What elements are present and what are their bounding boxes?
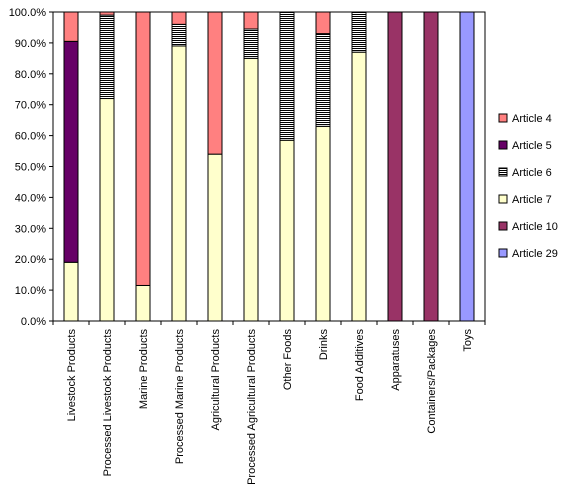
bar-segment bbox=[99, 98, 115, 322]
bar-segment bbox=[243, 57, 259, 322]
bar-segment bbox=[135, 11, 151, 286]
bar-segment bbox=[171, 11, 187, 25]
bar-segment bbox=[207, 11, 223, 155]
bar-segment bbox=[315, 125, 331, 322]
y-tick-label: 70.0% bbox=[15, 100, 46, 112]
y-tick-label: 0.0% bbox=[21, 316, 46, 328]
x-category-label: Food Additives bbox=[354, 329, 366, 402]
x-category-label: Processed Agricultural Products bbox=[246, 329, 258, 485]
legend-label: Article 4 bbox=[512, 113, 552, 125]
bar-segment bbox=[63, 40, 79, 263]
bar-segment bbox=[279, 11, 295, 141]
bar-segment bbox=[207, 153, 223, 322]
legend-label: Article 5 bbox=[512, 140, 552, 152]
x-category-label: Drinks bbox=[318, 329, 330, 361]
legend-swatch bbox=[498, 221, 508, 231]
legend-label: Article 7 bbox=[512, 194, 552, 206]
bar-segment bbox=[315, 33, 331, 127]
legend-label: Article 10 bbox=[512, 221, 558, 233]
bar-segment bbox=[99, 14, 115, 100]
y-tick-label: 30.0% bbox=[15, 223, 46, 235]
bar-segment bbox=[279, 139, 295, 322]
bar-segment bbox=[63, 261, 79, 322]
bar-segment bbox=[171, 23, 187, 47]
bar-segment bbox=[387, 11, 403, 322]
bar-segment bbox=[351, 51, 367, 322]
plot-area bbox=[52, 11, 486, 322]
x-axis: Livestock Products Processed Livestock Pr… bbox=[52, 321, 486, 485]
x-category-label: Agricultural Products bbox=[210, 329, 222, 431]
x-category-label: Livestock Products bbox=[66, 329, 78, 422]
y-tick-label: 20.0% bbox=[15, 254, 46, 266]
bar-segment bbox=[63, 11, 79, 42]
bar-segment bbox=[351, 11, 367, 53]
y-tick-label: 80.0% bbox=[15, 69, 46, 81]
legend-label: Article 29 bbox=[512, 248, 558, 260]
legend-swatch bbox=[498, 167, 508, 177]
bar-segment bbox=[243, 28, 259, 59]
y-tick-label: 40.0% bbox=[15, 192, 46, 204]
bar-segment bbox=[171, 45, 187, 322]
y-tick-label: 50.0% bbox=[15, 162, 46, 174]
x-category-label: Marine Products bbox=[138, 329, 150, 410]
bar-segment bbox=[243, 11, 259, 30]
legend-label: Article 6 bbox=[512, 167, 552, 179]
y-tick-label: 10.0% bbox=[15, 285, 46, 297]
legend-swatch bbox=[498, 113, 508, 123]
bar-segment bbox=[459, 11, 475, 322]
x-category-label: Containers/Packages bbox=[426, 329, 438, 434]
bar-segment bbox=[423, 11, 439, 322]
x-category-label: Other Foods bbox=[282, 329, 294, 391]
y-tick-label: 100.0% bbox=[9, 7, 47, 19]
x-category-label: Apparatuses bbox=[390, 329, 402, 391]
legend-swatch bbox=[498, 140, 508, 150]
bar-segment bbox=[135, 284, 151, 322]
legend-swatch bbox=[498, 194, 508, 204]
legend: Article 4 Article 5 Article 6 Article 7 Arti… bbox=[498, 113, 558, 260]
bar-segment bbox=[99, 11, 115, 16]
bar-segment bbox=[315, 11, 331, 35]
bars bbox=[63, 11, 475, 322]
x-category-label: Processed Livestock Products bbox=[102, 329, 114, 477]
legend-swatch bbox=[498, 248, 508, 258]
y-tick-label: 60.0% bbox=[15, 131, 46, 143]
x-category-label: Toys bbox=[462, 329, 474, 352]
x-category-label: Processed Marine Products bbox=[174, 329, 186, 465]
y-tick-label: 90.0% bbox=[15, 38, 46, 50]
y-axis: 0.0% 10.0% 20.0% 30.0% 40.0% 50.0% 60.0% 70.0% 8… bbox=[9, 7, 486, 328]
